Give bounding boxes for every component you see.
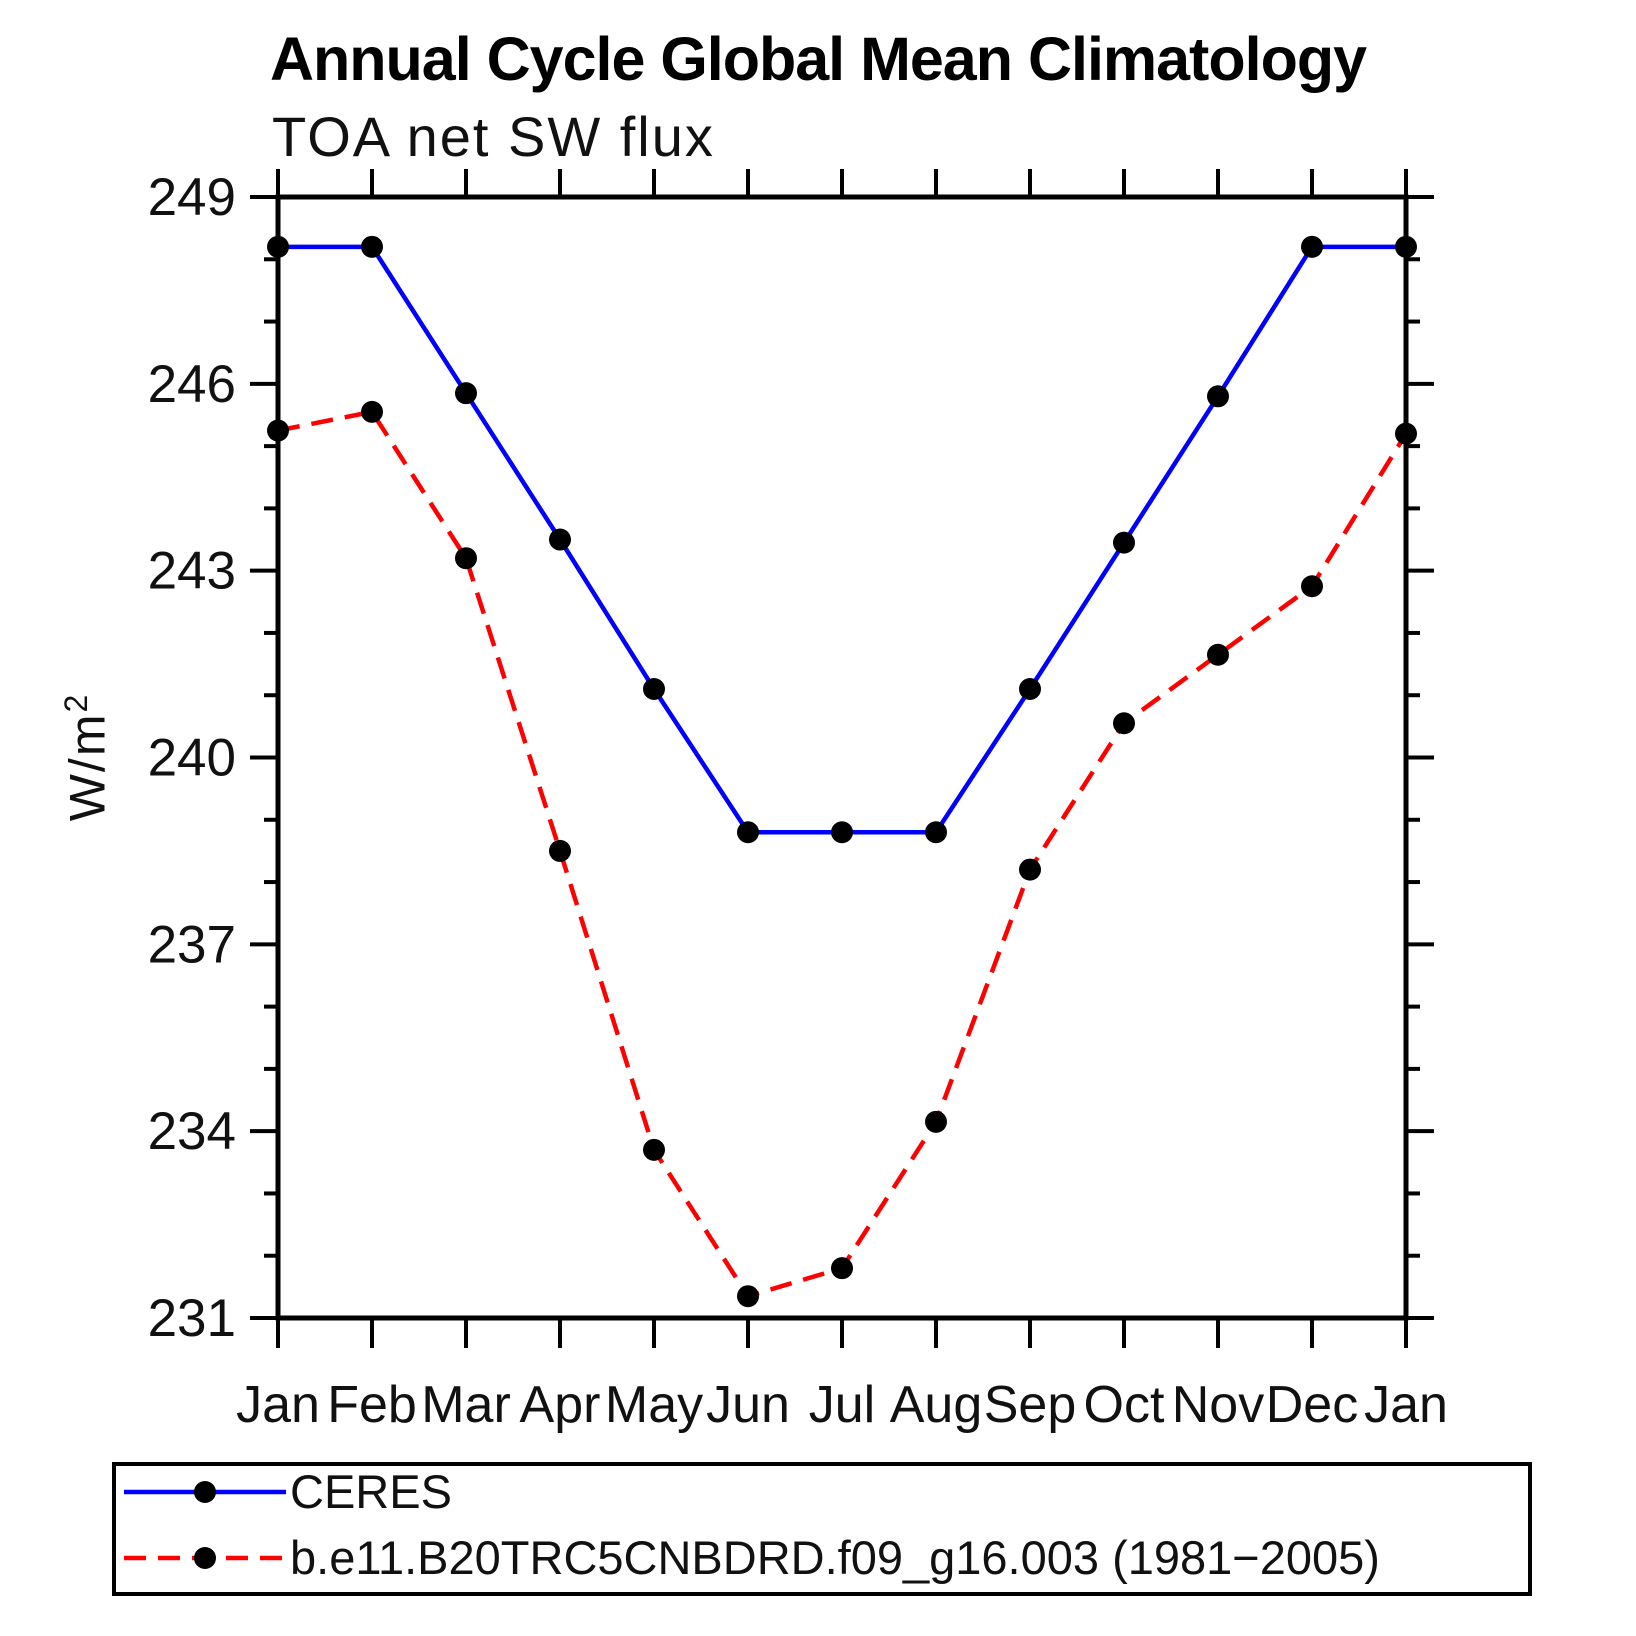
- data-point-0: [643, 677, 665, 700]
- x-tick-label: Jul: [809, 1376, 875, 1434]
- y-tick-label: 237: [148, 915, 236, 974]
- legend-label-model: b.e11.B20TRC5CNBDRD.f09_g16.003 (1981−20…: [290, 1531, 1380, 1584]
- data-point-0: [1207, 385, 1229, 408]
- x-tick-label: Aug: [890, 1376, 983, 1434]
- x-tick-label: Dec: [1266, 1376, 1358, 1434]
- data-point-0: [925, 821, 947, 844]
- series-line-1: [277, 409, 1408, 1299]
- data-point-1: [1301, 575, 1323, 598]
- x-tick-label: Oct: [1084, 1376, 1165, 1434]
- x-tick-label: Jan: [1364, 1376, 1448, 1434]
- y-tick-label: 243: [148, 542, 236, 601]
- data-point-1: [1395, 422, 1417, 445]
- x-tick-label: Mar: [421, 1376, 511, 1434]
- data-point-0: [1395, 235, 1417, 258]
- data-point-0: [455, 382, 477, 405]
- y-tick-label: 240: [148, 729, 236, 788]
- legend-sample-marker: [194, 1547, 216, 1569]
- ceres-line-sample: [124, 1481, 286, 1503]
- legend-label-ceres: CERES: [290, 1465, 452, 1518]
- data-point-0: [1019, 677, 1041, 700]
- x-tick-label: Apr: [520, 1376, 601, 1434]
- chart-title: Annual Cycle Global Mean Climatology: [269, 25, 1367, 93]
- legend-item-ceres: CERES: [120, 1465, 452, 1518]
- x-tick-label: Jan: [236, 1376, 320, 1434]
- x-tick-label: May: [605, 1376, 703, 1434]
- data-point-1: [1019, 858, 1041, 881]
- y-tick-label: 249: [148, 168, 236, 227]
- legend-item-model: b.e11.B20TRC5CNBDRD.f09_g16.003 (1981−20…: [120, 1531, 1380, 1584]
- data-point-1: [361, 400, 383, 423]
- data-point-1: [737, 1285, 759, 1308]
- data-point-1: [925, 1110, 947, 1133]
- x-tick-label: Nov: [1172, 1376, 1264, 1434]
- data-point-0: [549, 528, 571, 551]
- legend-sample-marker: [194, 1481, 216, 1503]
- data-point-0: [831, 821, 853, 844]
- series-line-0: [278, 244, 1406, 835]
- data-point-1: [267, 419, 289, 442]
- data-point-0: [1113, 531, 1135, 554]
- x-tick-label: Feb: [327, 1376, 417, 1434]
- data-point-1: [831, 1257, 853, 1280]
- data-point-0: [1301, 235, 1323, 258]
- data-point-1: [455, 547, 477, 570]
- y-tick-label: 234: [148, 1102, 236, 1161]
- data-point-0: [361, 235, 383, 258]
- y-tick-label: 231: [148, 1289, 236, 1348]
- data-point-1: [549, 839, 571, 862]
- x-tick-label: Sep: [984, 1376, 1077, 1434]
- data-point-1: [643, 1138, 665, 1161]
- data-point-0: [737, 821, 759, 844]
- data-point-0: [267, 235, 289, 258]
- data-point-1: [1113, 712, 1135, 735]
- y-tick-label: 246: [148, 355, 236, 414]
- chart-subtitle: TOA net SW flux: [272, 105, 715, 168]
- model-line-sample: [124, 1547, 286, 1569]
- legend: CERES b.e11.B20TRC5CNBDRD.f09_g16.003 (1…: [112, 1462, 1532, 1596]
- x-tick-label: Jun: [706, 1376, 790, 1434]
- data-point-1: [1207, 643, 1229, 666]
